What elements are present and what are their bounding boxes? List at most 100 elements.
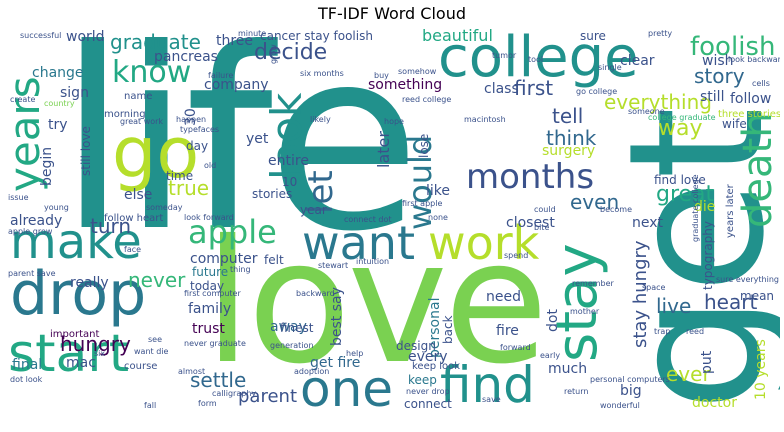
word-stay-hungry: stay hungry xyxy=(630,240,651,348)
word-three: three xyxy=(216,33,254,49)
word-final: final xyxy=(12,357,43,373)
word-still-love: still love xyxy=(79,126,93,176)
word-old: old xyxy=(204,161,217,170)
word-mac: mac xyxy=(66,355,96,371)
word-happen: happen xyxy=(176,115,207,124)
word-calligraphy: calligraphy xyxy=(212,389,257,398)
word-class: class xyxy=(484,81,519,97)
word-family: family xyxy=(188,301,232,317)
word-look-forward: look forward xyxy=(184,213,234,222)
word-wife: wife xyxy=(722,117,747,131)
word-big: big xyxy=(620,383,642,399)
word-reed: reed xyxy=(686,327,705,336)
word-great-work: great work xyxy=(120,117,164,126)
word-young: young xyxy=(44,203,69,212)
word-really: really xyxy=(70,275,109,291)
word-first: first xyxy=(514,76,554,100)
word-likely: likely xyxy=(310,115,331,124)
word-stewart: stewart xyxy=(318,261,349,270)
word-adoption: adoption xyxy=(294,367,330,376)
word-cloud: life get love college go drop make want … xyxy=(4,28,780,412)
word-early: early xyxy=(540,351,561,360)
word-single: single xyxy=(598,63,622,72)
word-failure: failure xyxy=(208,71,234,80)
word-parent: parent xyxy=(238,386,298,407)
word-world: world xyxy=(66,29,105,45)
word-hungry: hungry xyxy=(60,332,131,356)
word-connect: connect xyxy=(404,397,452,411)
word-important: important xyxy=(50,329,100,340)
word-felt: felt xyxy=(264,253,284,267)
word-create: create xyxy=(10,95,36,104)
word-tumor: tumor xyxy=(492,51,517,60)
word-return: return xyxy=(564,387,589,396)
word-college-graduate: college graduate xyxy=(648,113,716,122)
word-clear: clear xyxy=(620,53,655,69)
word-get-fire: get fire xyxy=(310,355,361,371)
word-reed-college: reed college xyxy=(402,95,452,104)
word-months: months xyxy=(466,157,595,197)
word-hope: hope xyxy=(384,117,404,126)
word-years-later: years later xyxy=(725,184,736,238)
word-stay: stay xyxy=(545,243,610,362)
word-heart: heart xyxy=(704,290,758,314)
word-never-graduate: never graduate xyxy=(184,339,246,348)
word-never-drop: never drop xyxy=(406,387,450,396)
word-first-computer: first computer xyxy=(184,289,241,298)
word-college: college xyxy=(438,28,639,90)
word-start: start xyxy=(8,324,130,384)
word-tool: tool xyxy=(528,55,544,64)
word-space: space xyxy=(642,283,666,292)
word-every: every xyxy=(408,349,448,365)
word-minute: minute xyxy=(238,29,267,38)
word-day: day xyxy=(186,139,209,153)
word-finest: finest xyxy=(280,321,314,335)
word-apple-grow: apple grow xyxy=(8,227,53,236)
word-find: find xyxy=(440,356,535,412)
word-entire: entire xyxy=(268,153,309,169)
word-become: become xyxy=(600,205,633,214)
word-personal-computers: personal computers xyxy=(590,375,670,384)
word-work: work xyxy=(428,216,540,270)
word-way: way xyxy=(658,116,703,141)
word-successful: successful xyxy=(20,31,62,40)
word-parent-save: parent save xyxy=(8,269,56,278)
word-change: change xyxy=(32,65,84,81)
word-begin: begin xyxy=(39,146,55,186)
word-beautiful: beautiful xyxy=(422,28,493,45)
word-trap: trap xyxy=(654,327,671,336)
word-issue: issue xyxy=(8,193,29,202)
word-forward: forward xyxy=(500,343,531,352)
word-something: something xyxy=(368,77,443,93)
word-make: make xyxy=(10,214,142,270)
word-remember: remember xyxy=(572,279,614,288)
word-ever: ever xyxy=(666,362,711,386)
word-fall: fall xyxy=(144,401,157,410)
word-dot: dot xyxy=(545,309,561,332)
word-everything: everything xyxy=(604,90,712,114)
word-pancreas: pancreas xyxy=(154,49,218,65)
word-next: next xyxy=(632,215,664,231)
word-never: never xyxy=(128,268,186,292)
word-try: try xyxy=(48,117,68,133)
word-sign: sign xyxy=(60,85,89,101)
word-six-months: six months xyxy=(300,69,344,78)
word-cells: cells xyxy=(752,79,770,88)
word-time: time xyxy=(166,169,194,183)
word-someone: someone xyxy=(628,107,665,116)
word-know: know xyxy=(112,55,192,90)
word-yet: yet xyxy=(246,131,269,147)
word-pretty: pretty xyxy=(648,29,673,38)
chart-title: TF-IDF Word Cloud xyxy=(318,4,466,23)
word-already: already xyxy=(10,213,63,229)
word-keep-look: keep look xyxy=(412,361,461,372)
word-think: think xyxy=(546,126,597,150)
word-life: life xyxy=(58,28,421,286)
word-live: live xyxy=(656,294,692,318)
word-none: none xyxy=(428,213,448,222)
word-save: save xyxy=(482,395,501,404)
word-need: need xyxy=(486,289,521,305)
word-follow: follow xyxy=(730,91,772,107)
word-first-apple: first apple xyxy=(402,199,443,208)
word-great: great xyxy=(656,182,715,207)
